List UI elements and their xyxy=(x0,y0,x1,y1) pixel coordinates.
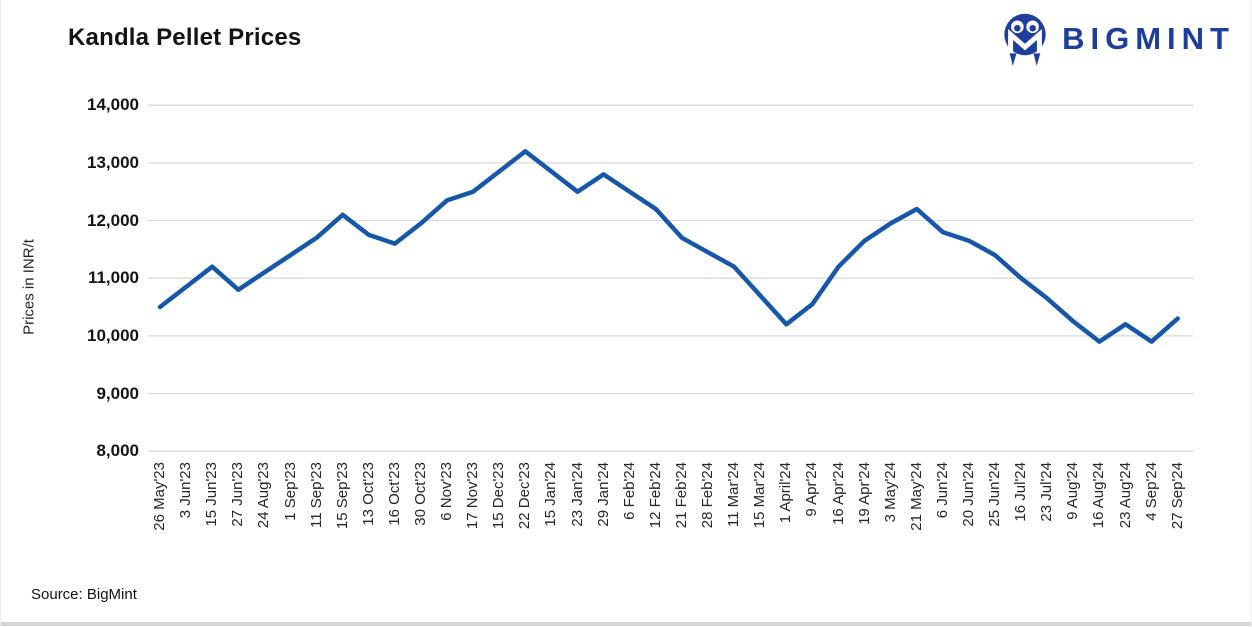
x-axis-tick-label: 6 Feb'24 xyxy=(620,462,638,520)
x-axis-tick-label: 1 April'24 xyxy=(777,462,795,524)
x-axis-tick-label: 9 Apr'24 xyxy=(803,462,821,517)
x-axis-tick-label: 25 Jun'24 xyxy=(986,462,1003,527)
x-axis-tick-label: 15 Jun'23 xyxy=(203,462,221,527)
x-axis-tick-label: 23 Aug'24 xyxy=(1116,462,1134,529)
x-axis-tick-label: 13 Oct'23 xyxy=(359,462,377,526)
x-axis-tick-label: 6 Jun'24 xyxy=(933,462,951,519)
x-axis-tick-label: 29 Jan'24 xyxy=(594,462,612,527)
y-axis-tick-label: 8,000 xyxy=(96,441,139,461)
bigmint-logo-icon xyxy=(1004,13,1046,66)
x-axis-tick-label: 16 Oct'23 xyxy=(385,462,403,526)
chart-title: Kandla Pellet Prices xyxy=(68,24,302,51)
x-axis-tick-label: 15 Sep'23 xyxy=(333,462,351,530)
x-axis-tick-label: 16 Apr'24 xyxy=(829,462,847,525)
y-axis-tick-label: 11,000 xyxy=(87,268,139,288)
x-axis-tick-label: 19 Apr'24 xyxy=(855,462,873,525)
x-axis-tick-label: 20 Jun'24 xyxy=(959,462,977,527)
x-axis-tick-label: 16 Jul'24 xyxy=(1012,462,1030,522)
x-axis-tick-label: 17 Nov'23 xyxy=(464,462,482,530)
x-axis-tick-label: 15 Dec'23 xyxy=(490,462,508,530)
x-axis-tick-label: 11 Mar'24 xyxy=(725,462,743,528)
x-axis-tick-label: 21 Feb'24 xyxy=(672,462,690,529)
y-axis-tick-label: 10,000 xyxy=(87,325,139,345)
x-axis-tick-label: 27 Sep'24 xyxy=(1168,462,1186,530)
x-axis-tick-label: 9 Aug'24 xyxy=(1064,462,1082,520)
x-axis-tick-label: 26 May'23 xyxy=(151,462,168,531)
x-axis-tick-label: 11 Sep'23 xyxy=(307,462,325,528)
x-axis-tick-label: 21 May'24 xyxy=(907,462,925,531)
x-axis-tick-label: 15 Jan'24 xyxy=(542,462,560,527)
x-axis-tick-label: 15 Mar'24 xyxy=(751,462,769,529)
brand-logo: BIGMINT xyxy=(998,10,1235,68)
x-axis-tick-label: 16 Aug'24 xyxy=(1090,462,1108,529)
x-axis-tick-label: 24 Aug'23 xyxy=(255,462,273,529)
y-axis-tick-label: 12,000 xyxy=(87,210,139,230)
x-axis-tick-label: 3 May'24 xyxy=(881,462,899,523)
y-axis-tick-label: 13,000 xyxy=(87,152,139,172)
source-note: Source: BigMint xyxy=(31,586,137,603)
x-axis-tick-label: 23 Jan'24 xyxy=(568,462,586,527)
x-axis-tick-label: 12 Feb'24 xyxy=(646,462,664,529)
x-axis-tick-label: 23 Jul'24 xyxy=(1038,462,1056,522)
x-axis-tick-label: 3 Jun'23 xyxy=(177,462,195,519)
x-axis-tick-label: 30 Oct'23 xyxy=(411,462,429,526)
x-axis-tick-label: 28 Feb'24 xyxy=(699,462,716,529)
y-axis-tick-label: 9,000 xyxy=(96,383,139,403)
x-axis-tick-label: 1 Sep'23 xyxy=(281,462,299,521)
x-axis-tick-label: 22 Dec'23 xyxy=(516,462,534,530)
brand-name: BIGMINT xyxy=(1062,21,1235,56)
x-axis-tick-label: 27 Jun'23 xyxy=(229,462,247,527)
y-axis-tick-label: 14,000 xyxy=(87,95,139,115)
x-axis-tick-label: 6 Nov'23 xyxy=(438,462,455,521)
price-line xyxy=(157,149,1180,344)
window-bottom-edge xyxy=(1,622,1251,626)
x-axis-tick-label: 4 Sep'24 xyxy=(1142,462,1160,521)
